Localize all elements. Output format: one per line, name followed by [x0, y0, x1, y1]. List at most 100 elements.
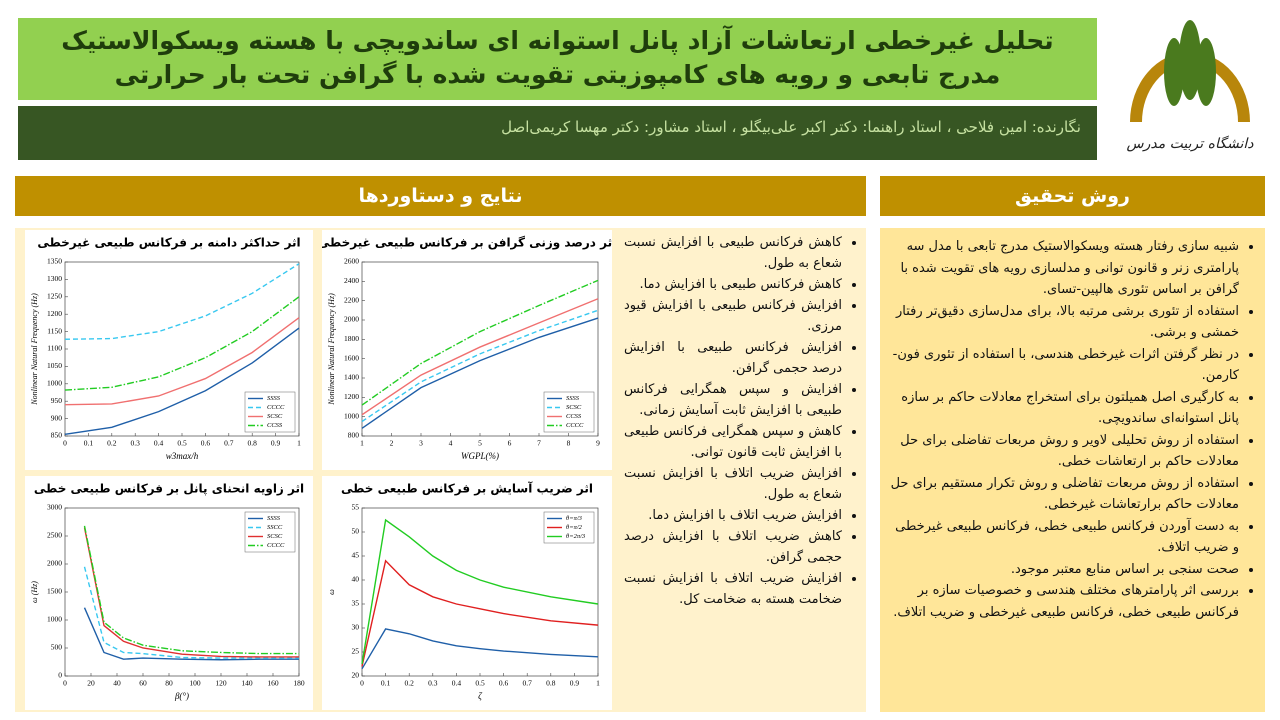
series-line [64, 327, 300, 435]
bullet-item: افزایش ضریب اتلاف با افزایش دما. [624, 505, 842, 526]
y-tick-label: 1050 [47, 361, 62, 370]
y-axis-label: Nonlinear Natural Frequency (Hz) [30, 293, 39, 406]
series-line [361, 317, 599, 429]
x-tick-label: 0.3 [131, 439, 141, 448]
bullet-item: افزایش فرکانس طبیعی با افزایش قیود مرزی. [624, 295, 842, 337]
x-tick-label: 160 [267, 679, 279, 688]
x-tick-label: 0.6 [201, 439, 211, 448]
legend-label: SSCC [267, 524, 283, 531]
x-tick-label: 0 [63, 439, 67, 448]
y-tick-label: 2600 [344, 257, 359, 266]
legend-label: CCCC [267, 404, 285, 411]
x-tick-label: 4 [449, 439, 453, 448]
x-tick-label: 0.4 [452, 679, 462, 688]
series-line [83, 525, 299, 655]
y-tick-label: 1800 [344, 334, 359, 343]
series-line [361, 559, 599, 667]
series-line [361, 518, 599, 665]
legend-label: CCCC [267, 542, 285, 549]
x-tick-label: 120 [215, 679, 227, 688]
x-tick-label: 0.3 [428, 679, 438, 688]
y-tick-label: 3000 [47, 503, 62, 512]
bullet-item: در نظر گرفتن اثرات غیرخطی هندسی، با استف… [888, 344, 1239, 387]
results-list: کاهش فرکانس طبیعی با افزایش نسبت شعاع به… [624, 232, 858, 610]
logo-text: دانشگاه تربیت مدرس [1127, 135, 1255, 152]
x-tick-label: 0.2 [405, 679, 415, 688]
x-tick-label: 40 [113, 679, 121, 688]
series-line [361, 309, 599, 423]
x-tick-label: 0.5 [177, 439, 187, 448]
bullet-item: به کارگیری اصل همیلتون برای استخراج معاد… [888, 387, 1239, 430]
chart-title: اثر زاویه انحنای پانل بر فرکانس طبیعی خط… [34, 482, 304, 497]
legend-label: CCSS [267, 422, 283, 429]
y-tick-label: 1200 [344, 392, 359, 401]
y-tick-label: 2500 [47, 531, 62, 540]
x-tick-label: 0.7 [224, 439, 234, 448]
chart: اثر حداکثر دامنه بر فرکانس طبیعی غیرخطی 0… [25, 230, 313, 470]
series-line [83, 527, 299, 658]
y-tick-label: 1500 [47, 587, 62, 596]
bullet-item: کاهش فرکانس طبیعی با افزایش نسبت شعاع به… [624, 232, 842, 274]
y-tick-label: 1000 [47, 615, 62, 624]
y-axis-label: ω [327, 589, 336, 595]
methods-box: شبیه سازی رفتار هسته ویسکوالاستیک مدرج ت… [880, 228, 1265, 712]
x-tick-label: 0 [63, 679, 67, 688]
x-tick-label: 8 [567, 439, 571, 448]
chart: اثر درصد وزنی گرافن بر فرکانس طبیعی غیرخ… [322, 230, 612, 470]
chart: اثر ضریب آسایش بر فرکانس طبیعی خطی 0 0.1 0.… [322, 476, 612, 710]
x-tick-label: 0.1 [381, 679, 391, 688]
logo: دانشگاه تربیت مدرس [1127, 20, 1255, 152]
chart-title: اثر حداکثر دامنه بر فرکانس طبیعی غیرخطی [37, 236, 300, 250]
legend-label: CCCC [566, 422, 584, 429]
chart: اثر زاویه انحنای پانل بر فرکانس طبیعی خط… [25, 476, 313, 710]
series-line [361, 628, 599, 670]
bullet-item: شبیه سازی رفتار هسته ویسکوالاستیک مدرج ت… [888, 236, 1239, 301]
y-tick-label: 20 [352, 671, 360, 680]
bullet-item: افزایش و سپس همگرایی فرکانس طبیعی با افز… [624, 379, 842, 421]
series-line [64, 296, 300, 391]
y-tick-label: 1000 [344, 411, 359, 420]
series-line [361, 279, 599, 406]
x-tick-label: 1 [360, 439, 364, 448]
x-tick-label: 100 [189, 679, 201, 688]
bullet-item: افزایش ضریب اتلاف با افزایش نسبت ضخامت ه… [624, 568, 842, 610]
x-tick-label: 1 [596, 679, 600, 688]
bullet-item: استفاده از روش تحلیلی لاویر و روش مربعات… [888, 430, 1239, 473]
y-tick-label: 0 [58, 671, 62, 680]
bullet-item: استفاده از تئوری برشی مرتبه بالا، برای م… [888, 301, 1239, 344]
legend-label: θ=π/3 [566, 515, 583, 522]
legend-label: SCSC [267, 413, 283, 420]
x-axis-label: β(°) [174, 691, 189, 701]
x-tick-label: 0.7 [523, 679, 533, 688]
bullet-item: افزایش ضریب اتلاف با افزایش نسبت شعاع به… [624, 463, 842, 505]
legend-label: SCSC [267, 533, 283, 540]
results-heading: نتایج و دستاوردها [15, 176, 866, 216]
y-tick-label: 1600 [344, 353, 359, 362]
legend-label: SSSS [267, 515, 281, 522]
methods-list: شبیه سازی رفتار هسته ویسکوالاستیک مدرج ت… [888, 236, 1255, 623]
x-tick-label: 0.8 [546, 679, 556, 688]
x-tick-label: 1 [297, 439, 301, 448]
chart-title: اثر ضریب آسایش بر فرکانس طبیعی خطی [341, 481, 593, 496]
y-tick-label: 500 [51, 643, 63, 652]
y-tick-label: 900 [51, 413, 63, 422]
y-tick-label: 35 [352, 599, 360, 608]
bullet-item: افزایش فرکانس طبیعی با افزایش درصد حجمی … [624, 337, 842, 379]
y-tick-label: 1100 [47, 344, 62, 353]
y-tick-label: 2200 [344, 295, 359, 304]
y-tick-label: 800 [348, 431, 360, 440]
y-tick-label: 2000 [47, 559, 62, 568]
series-line [64, 317, 300, 406]
bullet-item: بررسی اثر پارامترهای مختلف هندسی و خصوصی… [888, 580, 1239, 623]
x-axis-label: w3max/h [166, 451, 199, 461]
x-tick-label: 0.9 [570, 679, 580, 688]
y-tick-label: 1000 [47, 379, 62, 388]
series-line [83, 607, 299, 661]
series-line [64, 263, 300, 340]
y-tick-label: 1200 [47, 309, 62, 318]
bullet-item: کاهش و سپس همگرایی فرکانس طبیعی با افزای… [624, 421, 842, 463]
legend-label: θ=π/2 [566, 524, 583, 531]
authors: نگارنده: امین فلاحی ، استاد راهنما: دکتر… [18, 106, 1097, 160]
x-tick-label: 2 [390, 439, 394, 448]
x-tick-label: 0.9 [271, 439, 281, 448]
